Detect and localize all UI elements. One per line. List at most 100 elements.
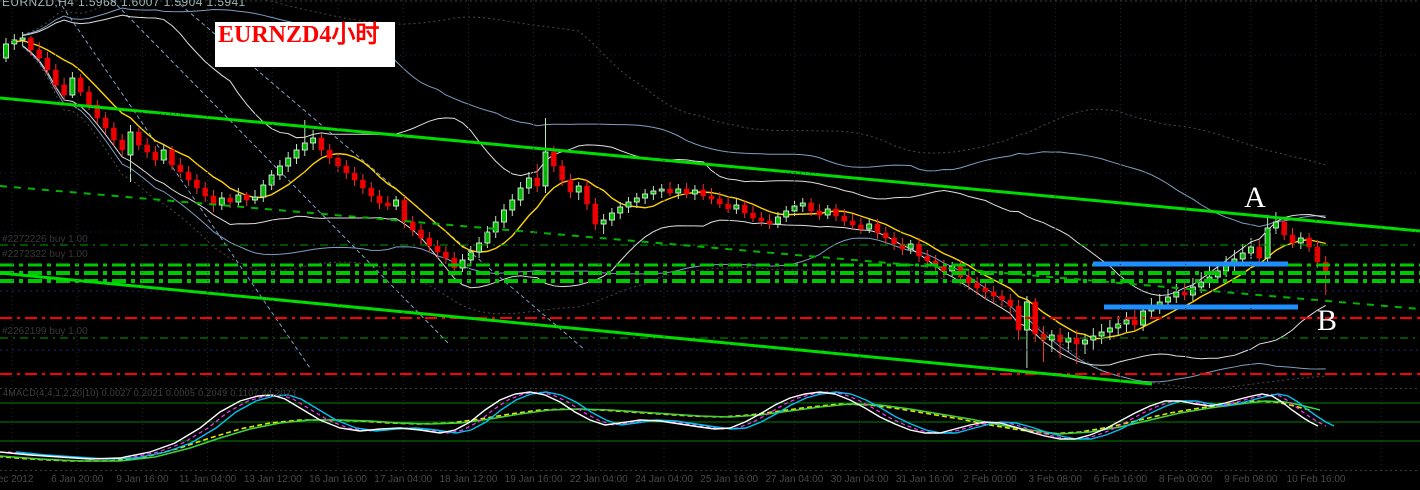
- candle-bull: [525, 177, 532, 189]
- time-axis-label: 11 Jan 04:00: [179, 474, 237, 485]
- candle-bull: [625, 201, 632, 208]
- candle-bear: [708, 195, 715, 200]
- time-axis: Dec 2012 6 Jan 20:00 9 Jan 16:00 11 Jan 04:…: [0, 474, 1346, 485]
- candle-bear: [858, 224, 864, 230]
- candle-bear: [717, 198, 723, 205]
- candle-bear: [849, 220, 856, 226]
- candle-bear: [418, 229, 424, 239]
- candle-bear: [1256, 246, 1263, 259]
- candle-bear: [385, 202, 391, 207]
- candle-bear: [990, 291, 997, 297]
- candle-bear: [152, 151, 159, 161]
- candle-bear: [667, 188, 673, 194]
- candle-bull: [1165, 296, 1171, 303]
- candle-bear: [409, 221, 416, 231]
- candle-bear: [243, 194, 250, 201]
- candle-bull: [1098, 331, 1105, 337]
- order-watermark: #2272322 buy 1.00: [2, 249, 88, 260]
- trendline: [0, 96, 1420, 233]
- candle-bear: [1040, 333, 1047, 341]
- order-watermark: #2272226 buy 1.00: [2, 234, 88, 245]
- candle-bull: [69, 77, 76, 96]
- time-axis-label: 31 Jan 16:00: [896, 474, 954, 485]
- candle-bull: [733, 204, 740, 210]
- candle-bull: [517, 187, 524, 201]
- candle-bear: [1073, 337, 1080, 345]
- candle-bull: [393, 199, 400, 207]
- candle-bear: [401, 199, 408, 223]
- candle-bear: [28, 37, 34, 51]
- candle-bear: [982, 287, 989, 293]
- candle-bull: [467, 251, 474, 261]
- oscillator-cyan: [15, 391, 1335, 460]
- candle-bear: [584, 185, 590, 205]
- chart-banner-label: EURNZD4小时: [218, 22, 380, 48]
- candle-bull: [127, 131, 134, 156]
- candle-bull: [1198, 281, 1205, 288]
- time-axis-label: 19 Jan 16:00: [505, 474, 563, 485]
- time-axis-label: 30 Jan 04:00: [831, 474, 889, 485]
- candle-bull: [542, 151, 549, 187]
- candle-bear: [700, 189, 706, 197]
- time-axis-label: 18 Jan 12:00: [439, 474, 497, 485]
- candles-layer: [3, 32, 1329, 368]
- oscillator-white: [0, 391, 1319, 460]
- chart-banner[interactable]: EURNZD4小时: [215, 22, 395, 67]
- candle-bear: [1314, 246, 1321, 263]
- candle-bull: [907, 243, 914, 250]
- candle-bear: [94, 104, 101, 119]
- candle-bull: [492, 221, 499, 233]
- candle-bear: [1289, 234, 1296, 244]
- candle-bear: [841, 215, 848, 222]
- candle-bull: [658, 188, 665, 192]
- candle-bear: [61, 84, 67, 96]
- candle-bull: [1264, 227, 1271, 259]
- candle-bear: [592, 203, 599, 225]
- candle-bull: [633, 197, 640, 203]
- candle-bear: [426, 237, 433, 247]
- candle-bear: [44, 57, 51, 71]
- candle-bull: [774, 216, 781, 225]
- time-axis-label: 17 Jan 04:00: [374, 474, 432, 485]
- candle-bull: [268, 174, 275, 186]
- candle-bull: [642, 193, 649, 199]
- candle-bear: [343, 165, 350, 174]
- moving-average: [14, 39, 1326, 340]
- fan-line: [57, 0, 311, 369]
- candle-bear: [741, 204, 748, 214]
- time-axis-label: 6 Feb 16:00: [1094, 474, 1148, 485]
- candle-bear: [351, 172, 358, 181]
- candle-bull: [11, 39, 18, 45]
- marker-label-B[interactable]: B: [1317, 304, 1337, 337]
- candle-bear: [833, 208, 839, 217]
- candle-bull: [218, 197, 225, 206]
- candle-bull: [501, 209, 507, 223]
- candle-bull: [235, 194, 242, 203]
- order-watermark: #2262199 buy 1.00: [2, 326, 88, 337]
- candle-bull: [160, 149, 167, 161]
- candle-bear: [683, 188, 690, 195]
- candle-bull: [276, 165, 283, 176]
- grid-layer: [0, 0, 1420, 470]
- candle-bull: [1082, 339, 1088, 345]
- time-axis-label: 6 Jan 20:00: [51, 474, 104, 485]
- candle-bear: [758, 217, 765, 222]
- time-axis-label: 10 Feb 16:00: [1287, 474, 1346, 485]
- candle-bull: [293, 149, 300, 159]
- candle-bear: [534, 177, 540, 187]
- candle-bull: [575, 185, 582, 193]
- time-axis-label: 9 Feb 08:00: [1224, 474, 1278, 485]
- time-axis-label: 27 Jan 04:00: [765, 474, 823, 485]
- trendline: [0, 271, 1153, 386]
- marker-label-A[interactable]: A: [1244, 181, 1266, 214]
- candle-bear: [368, 187, 374, 197]
- candle-bear: [144, 144, 150, 153]
- candle-bear: [874, 223, 881, 234]
- symbol-ohlc-title: EURNZD,H4 1.5968 1.6007 1.5904 1.5941: [2, 0, 246, 9]
- candle-bear: [202, 187, 208, 197]
- candle-bull: [1272, 221, 1279, 229]
- time-axis-label: 25 Jan 16:00: [700, 474, 758, 485]
- candle-bear: [376, 195, 383, 204]
